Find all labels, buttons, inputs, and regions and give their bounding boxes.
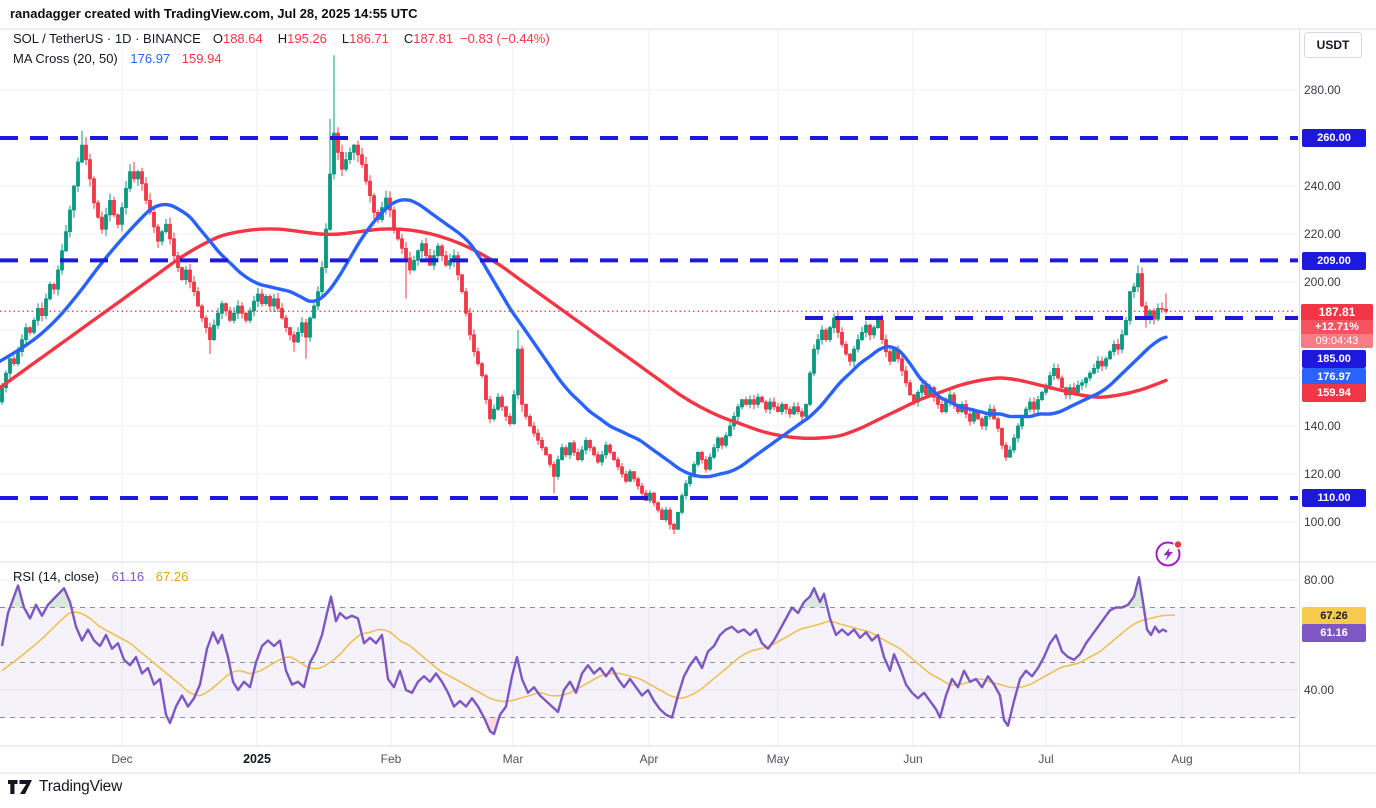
ohlc-key: H	[277, 31, 288, 46]
rsi-indicator-header[interactable]: RSI (14, close) 61.16 67.26	[13, 569, 188, 584]
ohlc-values: O188.64 H195.26 L186.71 C187.81	[205, 31, 460, 46]
time-axis-label-dec[interactable]: Dec	[111, 752, 133, 766]
scale-tick-label: 100.00	[1304, 515, 1341, 529]
time-axis-label-aug[interactable]: Aug	[1171, 752, 1193, 766]
ohlc-value: 195.26	[287, 31, 327, 46]
time-axis-label-may[interactable]: May	[766, 752, 790, 766]
rsi-oversold-fill	[484, 717, 500, 734]
change-value: −0.83 (−0.44%)	[460, 31, 550, 46]
ohlc-value: 187.81	[413, 31, 454, 46]
time-axis-label-jun[interactable]: Jun	[903, 752, 923, 766]
time-axis-label-jul[interactable]: Jul	[1038, 752, 1054, 766]
ma-indicator-label: MA Cross (20, 50)	[13, 51, 118, 66]
currency-unit-button[interactable]: USDT	[1304, 32, 1362, 58]
ma-long-value: 159.94	[181, 51, 222, 66]
scale-value-badge: 209.00	[1302, 252, 1366, 270]
scale-value-badge: 67.26	[1302, 607, 1366, 625]
time-axis-label-feb[interactable]: Feb	[380, 752, 402, 766]
current-price-change-pct: +12.71%	[1301, 320, 1373, 334]
up-candle-wicks	[1, 55, 1159, 530]
scale-value-badge: 159.94	[1302, 384, 1366, 402]
ohlc-key: C	[403, 31, 414, 46]
rsi-overbought-fill	[1122, 577, 1144, 608]
scale-value-badge: 260.00	[1302, 129, 1366, 147]
symbol-header: SOL / TetherUS · 1D · BINANCE O188.64 H195…	[13, 31, 557, 46]
up-candle-bodies	[0, 132, 1160, 530]
scale-tick-label: 40.00	[1304, 683, 1335, 697]
scale-tick-label: 280.00	[1304, 83, 1341, 97]
quick-alert-lightning-icon[interactable]	[1152, 536, 1186, 570]
ohlc-key: O	[212, 31, 223, 46]
time-axis-label-mar[interactable]: Mar	[502, 752, 524, 766]
current-price-value: 187.81	[1301, 304, 1373, 320]
scale-value-badge: 61.16	[1302, 624, 1366, 642]
time-axis-background	[0, 746, 1376, 773]
tradingview-logo-mark	[8, 780, 32, 794]
tradingview-logo[interactable]: TradingView	[8, 778, 122, 796]
ohlc-value: 188.64	[222, 31, 263, 46]
scale-value-badge: 110.00	[1302, 489, 1366, 507]
current-price-badge: 187.81 +12.71% 09:04:43	[1301, 304, 1373, 348]
time-axis-label-apr[interactable]: Apr	[639, 752, 659, 766]
scale-value-badge: 176.97	[1302, 368, 1366, 386]
scale-tick-label: 220.00	[1304, 227, 1341, 241]
rsi-overbought-fill	[10, 585, 24, 608]
scale-value-badge: 185.00	[1302, 350, 1366, 368]
watermark-text: ranadagger created with TradingView.com,…	[10, 6, 418, 21]
bar-countdown: 09:04:43	[1301, 334, 1373, 348]
ma-short-value: 176.97	[130, 51, 171, 66]
scale-tick-label: 140.00	[1304, 419, 1341, 433]
ohlc-value: 186.71	[349, 31, 389, 46]
rsi-ma-value: 67.26	[155, 569, 189, 584]
scale-tick-label: 200.00	[1304, 275, 1341, 289]
rsi-line	[0, 576, 1168, 736]
ma-indicator-header[interactable]: MA Cross (20, 50) 176.97 159.94	[13, 51, 222, 66]
rsi-indicator-label: RSI (14, close)	[13, 569, 99, 584]
tradingview-logo-text: TradingView	[39, 778, 123, 795]
time-axis-label-2025[interactable]: 2025	[243, 752, 271, 766]
long-ma-line	[0, 227, 1168, 440]
scale-tick-label: 120.00	[1304, 467, 1341, 481]
down-candle-bodies	[12, 132, 1168, 530]
rsi-value: 61.16	[111, 569, 145, 584]
ohlc-key: L	[341, 31, 350, 46]
scale-tick-label: 80.00	[1304, 573, 1335, 587]
short-ma-line	[0, 198, 1168, 479]
symbol-title[interactable]: SOL / TetherUS · 1D · BINANCE	[13, 31, 201, 46]
scale-tick-label: 240.00	[1304, 179, 1341, 193]
rsi-ma-line	[1, 611, 1176, 703]
